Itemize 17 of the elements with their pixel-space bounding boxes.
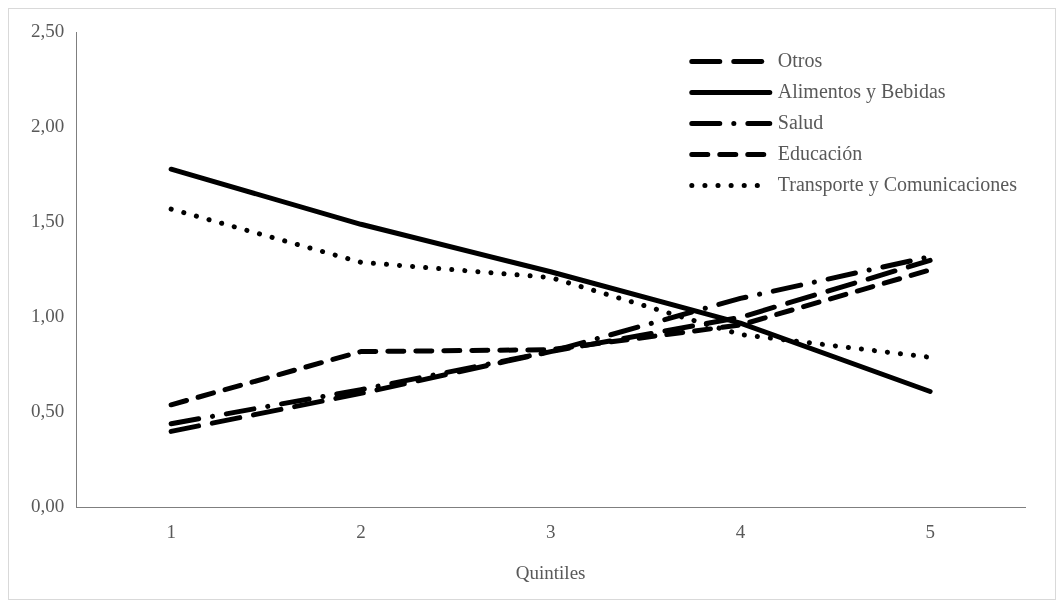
legend-label: Alimentos y Bebidas bbox=[777, 79, 946, 103]
legend-label: Otros bbox=[777, 48, 823, 71]
y-tick-label: 1,00 bbox=[31, 305, 65, 327]
x-tick-label: 5 bbox=[925, 520, 935, 542]
y-tick-label: 0,50 bbox=[31, 400, 65, 422]
x-tick-label: 4 bbox=[735, 520, 746, 542]
y-tick-label: 0,00 bbox=[31, 495, 65, 517]
x-axis-title: Quintiles bbox=[515, 561, 586, 583]
legend-label: Salud bbox=[777, 110, 824, 133]
y-tick-label: 1,50 bbox=[31, 210, 65, 232]
x-tick-label: 1 bbox=[166, 520, 176, 542]
y-tick-label: 2,50 bbox=[31, 20, 65, 42]
legend-label: Educación bbox=[777, 141, 863, 164]
x-tick-label: 2 bbox=[356, 520, 366, 542]
legend-label: Transporte y Comunicaciones bbox=[777, 172, 1018, 196]
y-tick-label: 2,00 bbox=[31, 115, 65, 137]
x-tick-label: 3 bbox=[545, 520, 556, 542]
